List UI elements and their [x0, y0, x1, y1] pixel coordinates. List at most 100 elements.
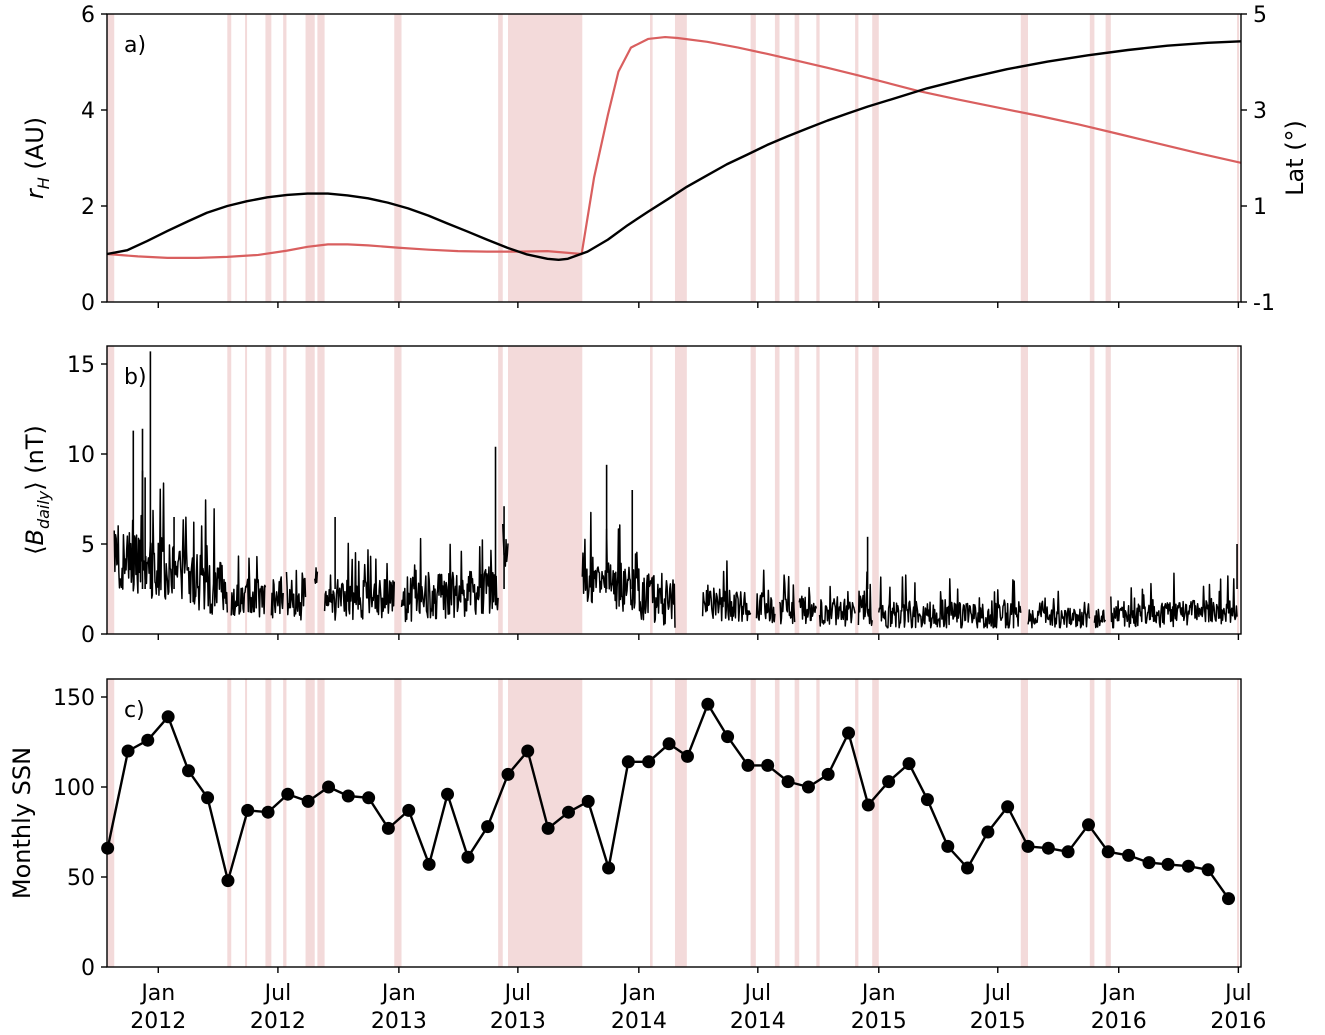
shaded-interval	[872, 14, 879, 302]
ssn-point	[121, 744, 135, 758]
shaded-interval	[394, 14, 402, 302]
shaded-interval	[774, 346, 780, 634]
ssn-point	[1201, 863, 1215, 877]
y-tick-label: 4	[81, 99, 95, 124]
shaded-interval	[855, 346, 859, 634]
series-heliocentric-distance	[106, 40, 1242, 261]
y2-tick-label: 1	[1253, 195, 1267, 220]
shaded-interval	[394, 679, 402, 967]
shaded-interval	[794, 346, 800, 634]
x-tick-label: Jan 2016	[1091, 981, 1147, 1034]
b-field-segment	[1110, 572, 1238, 629]
ssn-point	[381, 821, 395, 835]
shaded-interval	[265, 346, 272, 634]
y-tick-label: 50	[67, 866, 95, 891]
b-field-segment	[581, 511, 676, 628]
shaded-interval	[305, 679, 315, 967]
shaded-interval	[317, 679, 325, 967]
shaded-interval	[508, 346, 583, 634]
shaded-interval	[227, 346, 232, 634]
b-field-segment	[701, 560, 752, 623]
x-tick-label: Jan 2012	[130, 981, 186, 1034]
y2-axis-title: Lat (°)	[1281, 120, 1309, 196]
b-field-segment	[113, 470, 229, 615]
ssn-point	[920, 793, 934, 807]
shaded-interval	[816, 346, 820, 634]
ssn-point	[941, 839, 955, 853]
x-tick-label: Jul 2016	[1210, 981, 1266, 1034]
panel-a: 0 2 4 6 -1 1 3 5 a) rH (AU) Lat (°)	[21, 3, 1309, 316]
shaded-interval	[317, 14, 325, 302]
shaded-interval	[1020, 14, 1029, 302]
ssn-point	[1061, 845, 1075, 859]
shaded-interval	[816, 679, 820, 967]
shaded-interval	[1020, 679, 1029, 967]
ssn-point	[761, 758, 775, 772]
y-axis-title: ⟨Bdaily⟩ (nT)	[21, 425, 53, 555]
shaded-interval	[674, 14, 687, 302]
shaded-interval	[107, 14, 115, 302]
ssn-point	[281, 787, 295, 801]
b-field-segment	[798, 586, 818, 625]
ssn-point	[362, 791, 376, 805]
y-axis-title: Monthly SSN	[8, 747, 36, 899]
shaded-interval	[265, 14, 272, 302]
ssn-point	[501, 767, 515, 781]
b-field-segment	[755, 569, 776, 624]
shaded-interval	[1105, 346, 1111, 634]
ssn-line	[106, 703, 1230, 900]
x-tick-label: Jul 2014	[730, 981, 786, 1034]
ssn-point	[441, 787, 455, 801]
ssn-point	[341, 789, 355, 803]
ssn-point	[201, 791, 215, 805]
shaded-interval	[750, 679, 756, 967]
ssn-point	[241, 803, 255, 817]
ssn-point	[741, 758, 755, 772]
shaded-interval	[245, 14, 248, 302]
ssn-point	[902, 757, 916, 771]
b-field-segment	[270, 576, 284, 619]
b-field-segment	[230, 555, 267, 618]
ssn-point	[821, 767, 835, 781]
shaded-interval	[1237, 346, 1240, 634]
shaded-interval	[498, 346, 503, 634]
ssn-point	[261, 805, 275, 819]
b-field-segment	[1027, 590, 1091, 629]
shaded-interval	[650, 679, 653, 967]
y2-tick-label: 5	[1253, 3, 1267, 28]
ssn-point	[981, 825, 995, 839]
shaded-interval	[305, 346, 315, 634]
ssn-point	[961, 861, 975, 875]
y2-tick-label: 3	[1253, 99, 1267, 124]
x-tick-label: Jul 2012	[250, 981, 306, 1034]
b-field-segment	[400, 537, 499, 623]
y-tick-label: 100	[53, 776, 95, 801]
ssn-point	[642, 755, 656, 769]
y-tick-label: 6	[81, 3, 95, 28]
shaded-interval	[1020, 346, 1029, 634]
plot-frame	[106, 13, 1242, 303]
b-field-segment	[313, 567, 319, 585]
shaded-interval	[245, 679, 248, 967]
shaded-interval	[650, 346, 653, 634]
ssn-point	[721, 730, 735, 744]
shaded-interval	[774, 14, 780, 302]
shaded-interval	[816, 14, 820, 302]
shaded-interval	[872, 679, 879, 967]
ssn-point	[801, 780, 815, 794]
b-field-segment	[818, 585, 856, 627]
shaded-interval	[1237, 14, 1240, 302]
shaded-interval	[394, 346, 402, 634]
b-field-segment	[323, 542, 396, 621]
y-tick-label: 0	[81, 956, 95, 981]
ssn-point	[1021, 839, 1035, 853]
ssn-point	[182, 764, 196, 778]
shaded-interval	[227, 679, 232, 967]
ssn-point	[1222, 892, 1236, 906]
ssn-point	[541, 821, 555, 835]
ssn-point	[1001, 800, 1015, 814]
ssn-point	[561, 805, 575, 819]
ssn-point	[602, 861, 616, 875]
shaded-interval	[794, 14, 800, 302]
